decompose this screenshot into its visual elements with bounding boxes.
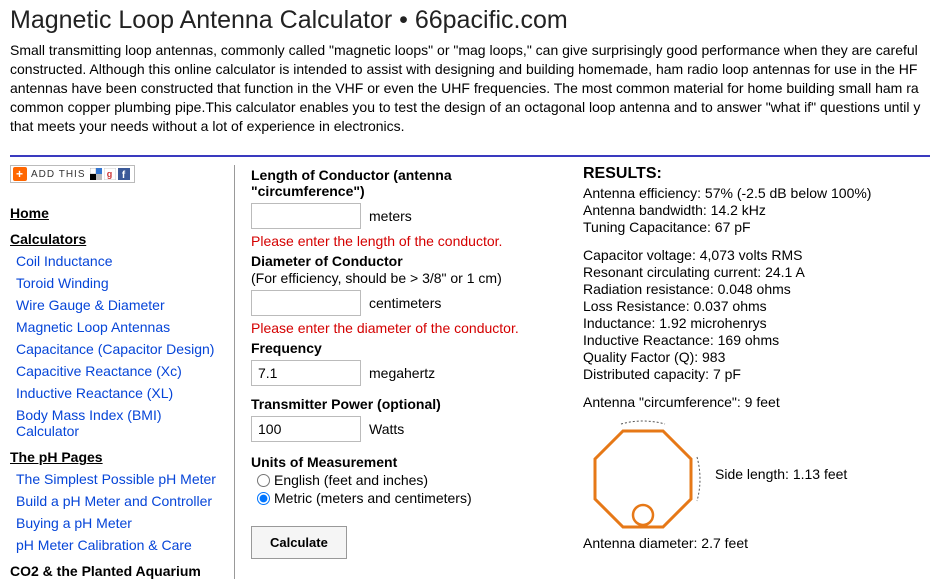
diameter-label: Diameter of Conductor	[251, 253, 559, 269]
nav-coil-inductance[interactable]: Coil Inductance	[16, 253, 226, 269]
power-unit: Watts	[369, 421, 404, 437]
facebook-icon[interactable]: f	[118, 168, 130, 180]
svg-text:g: g	[106, 169, 113, 179]
side-dimension-arc	[697, 457, 700, 501]
length-unit: meters	[369, 208, 412, 224]
divider	[10, 155, 930, 157]
length-error: Please enter the length of the conductor…	[251, 233, 559, 249]
nav-capacitive-reactance[interactable]: Capacitive Reactance (Xc)	[16, 363, 226, 379]
nav-ph-heading[interactable]: The pH Pages	[10, 449, 226, 465]
results-column: RESULTS: Antenna efficiency: 57% (-2.5 d…	[575, 165, 930, 579]
delicious-icon[interactable]	[90, 168, 102, 180]
share-icons: g f	[90, 168, 130, 180]
octagon-shape	[595, 431, 691, 527]
result-efficiency: Antenna efficiency: 57% (-2.5 dB below 1…	[583, 185, 930, 201]
result-quality-factor: Quality Factor (Q): 983	[583, 349, 930, 365]
frequency-label: Frequency	[251, 340, 559, 356]
result-inductive-reactance: Inductive Reactance: 169 ohms	[583, 332, 930, 348]
nav-toroid-winding[interactable]: Toroid Winding	[16, 275, 226, 291]
nav-calculators-heading[interactable]: Calculators	[10, 231, 226, 247]
nav-ph-calibration[interactable]: pH Meter Calibration & Care	[16, 537, 226, 553]
result-circulating-current: Resonant circulating current: 24.1 A	[583, 264, 930, 280]
diameter-sublabel: (For efficiency, should be > 3/8" or 1 c…	[251, 270, 559, 286]
units-metric-radio[interactable]	[257, 492, 270, 505]
nav-wire-gauge[interactable]: Wire Gauge & Diameter	[16, 297, 226, 313]
result-circumference: Antenna "circumference": 9 feet	[583, 394, 930, 410]
units-english-label: English (feet and inches)	[274, 472, 428, 488]
nav-home[interactable]: Home	[10, 205, 226, 221]
sidebar: + ADD THIS g f Home Calculators Coil Ind…	[10, 165, 235, 579]
diameter-unit: centimeters	[369, 295, 441, 311]
page-title: Magnetic Loop Antenna Calculator • 66pac…	[10, 6, 930, 35]
power-label: Transmitter Power (optional)	[251, 396, 559, 412]
nav-ph-simplest[interactable]: The Simplest Possible pH Meter	[16, 471, 226, 487]
units-metric-label: Metric (meters and centimeters)	[274, 490, 472, 506]
length-input[interactable]	[251, 203, 361, 229]
frequency-input[interactable]	[251, 360, 361, 386]
length-label: Length of Conductor (antenna "circumfere…	[251, 167, 559, 199]
result-capacitor-voltage: Capacitor voltage: 4,073 volts RMS	[583, 247, 930, 263]
result-distributed-capacity: Distributed capacity: 7 pF	[583, 366, 930, 382]
result-loss-resistance: Loss Resistance: 0.037 ohms	[583, 298, 930, 314]
octagon-diagram	[583, 416, 703, 531]
frequency-unit: megahertz	[369, 365, 435, 381]
result-side-length: Side length: 1.13 feet	[715, 466, 847, 482]
top-dimension-arc	[621, 421, 665, 424]
results-heading: RESULTS:	[583, 165, 930, 183]
nav-co2-heading[interactable]: CO2 & the Planted Aquarium	[10, 563, 226, 579]
plus-icon: +	[13, 167, 27, 181]
units-english-row[interactable]: English (feet and inches)	[257, 472, 559, 488]
svg-text:f: f	[121, 170, 125, 180]
addthis-button[interactable]: + ADD THIS g f	[10, 165, 135, 183]
nav-ph-buying[interactable]: Buying a pH Meter	[16, 515, 226, 531]
nav-magnetic-loop[interactable]: Magnetic Loop Antennas	[16, 319, 226, 335]
feed-loop-icon	[633, 505, 653, 525]
result-radiation-resistance: Radiation resistance: 0.048 ohms	[583, 281, 930, 297]
result-tuning-capacitance: Tuning Capacitance: 67 pF	[583, 219, 930, 235]
result-bandwidth: Antenna bandwidth: 14.2 kHz	[583, 202, 930, 218]
intro-text: Small transmitting loop antennas, common…	[10, 41, 930, 135]
calculate-button[interactable]: Calculate	[251, 526, 347, 559]
units-metric-row[interactable]: Metric (meters and centimeters)	[257, 490, 559, 506]
google-icon[interactable]: g	[104, 168, 116, 180]
nav-bmi[interactable]: Body Mass Index (BMI) Calculator	[16, 407, 226, 439]
power-input[interactable]	[251, 416, 361, 442]
units-english-radio[interactable]	[257, 474, 270, 487]
nav-ph-build[interactable]: Build a pH Meter and Controller	[16, 493, 226, 509]
result-antenna-diameter: Antenna diameter: 2.7 feet	[583, 535, 930, 551]
diameter-input[interactable]	[251, 290, 361, 316]
result-inductance: Inductance: 1.92 microhenrys	[583, 315, 930, 331]
units-label: Units of Measurement	[251, 454, 559, 470]
addthis-label: ADD THIS	[31, 169, 86, 180]
form-column: Length of Conductor (antenna "circumfere…	[235, 165, 575, 579]
nav-capacitance[interactable]: Capacitance (Capacitor Design)	[16, 341, 226, 357]
nav-inductive-reactance[interactable]: Inductive Reactance (XL)	[16, 385, 226, 401]
diameter-error: Please enter the diameter of the conduct…	[251, 320, 559, 336]
